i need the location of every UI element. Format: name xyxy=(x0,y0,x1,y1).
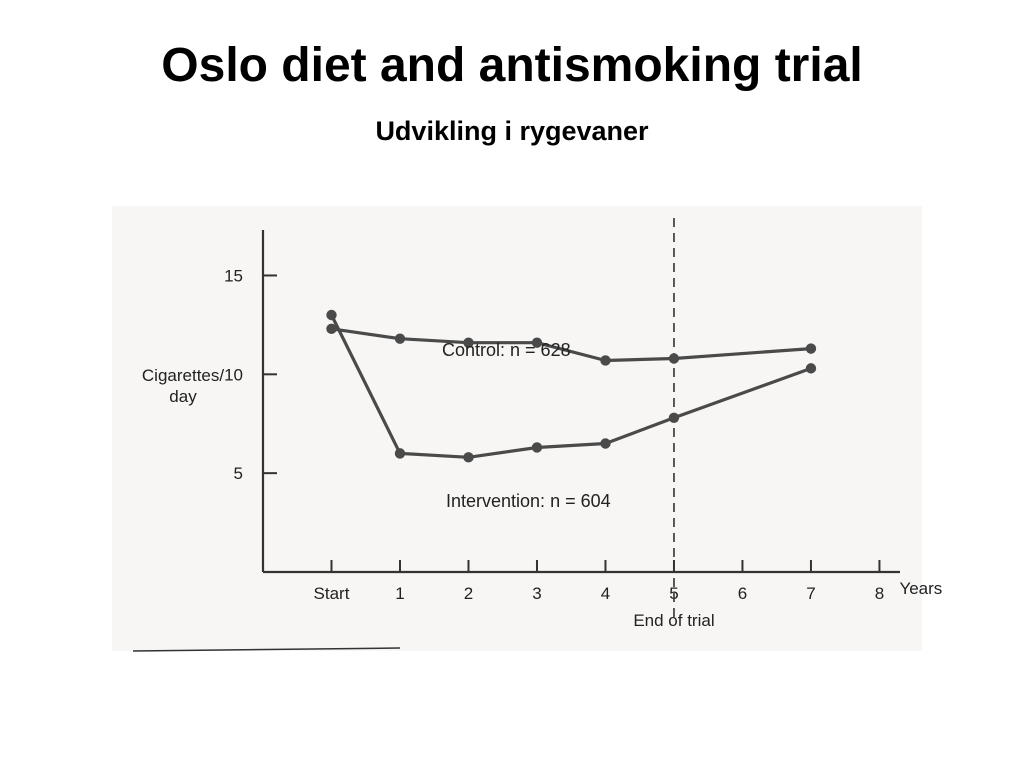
y-tick-label: 5 xyxy=(234,464,243,483)
x-tick-label: 1 xyxy=(395,584,404,603)
x-tick-label: Start xyxy=(314,584,350,603)
y-axis-label-line2: day xyxy=(169,387,197,406)
data-point-intervention xyxy=(326,309,337,321)
x-tick-label: 8 xyxy=(875,584,884,603)
y-axis-label-line1: Cigarettes/ xyxy=(142,366,224,385)
data-point-control xyxy=(668,353,680,364)
y-tick-label: 15 xyxy=(224,266,243,285)
data-point-intervention xyxy=(463,452,474,463)
chart-labels: Cigarettes/day Years End of trial Control: … xyxy=(142,340,942,630)
data-point-control xyxy=(531,337,543,348)
data-point-control xyxy=(463,337,474,348)
data-point-control xyxy=(805,343,817,354)
slide-title: Oslo diet and antismoking trial xyxy=(161,39,863,92)
data-point-control xyxy=(600,355,611,366)
data-point-intervention xyxy=(805,363,817,374)
scanned-figure-background xyxy=(112,206,922,651)
x-tick-label: 2 xyxy=(464,584,473,603)
data-point-intervention xyxy=(668,412,680,424)
data-point-intervention xyxy=(531,442,543,453)
data-point-control xyxy=(394,333,406,344)
x-tick-label: 6 xyxy=(738,584,747,603)
x-tick-label: 3 xyxy=(532,584,541,603)
chart-series xyxy=(326,309,817,463)
series-line-control xyxy=(331,327,812,363)
x-tick-label: 7 xyxy=(806,584,815,603)
slide-subtitle: Udvikling i rygevaner xyxy=(375,116,649,146)
y-tick-label: 10 xyxy=(224,365,243,384)
data-point-control xyxy=(326,323,337,335)
data-point-intervention xyxy=(394,448,406,459)
x-tick-label: 4 xyxy=(601,584,610,603)
x-axis-unit-label: Years xyxy=(899,579,942,598)
chart-ticks: 51015Start12345678 xyxy=(224,266,884,603)
control-series-label: Control: n = 628 xyxy=(442,340,571,360)
scan-edge-line xyxy=(132,647,401,652)
end-of-trial-label: End of trial xyxy=(633,611,714,630)
chart-axes xyxy=(132,230,900,652)
intervention-series-label: Intervention: n = 604 xyxy=(446,491,611,511)
data-point-intervention xyxy=(600,438,611,449)
